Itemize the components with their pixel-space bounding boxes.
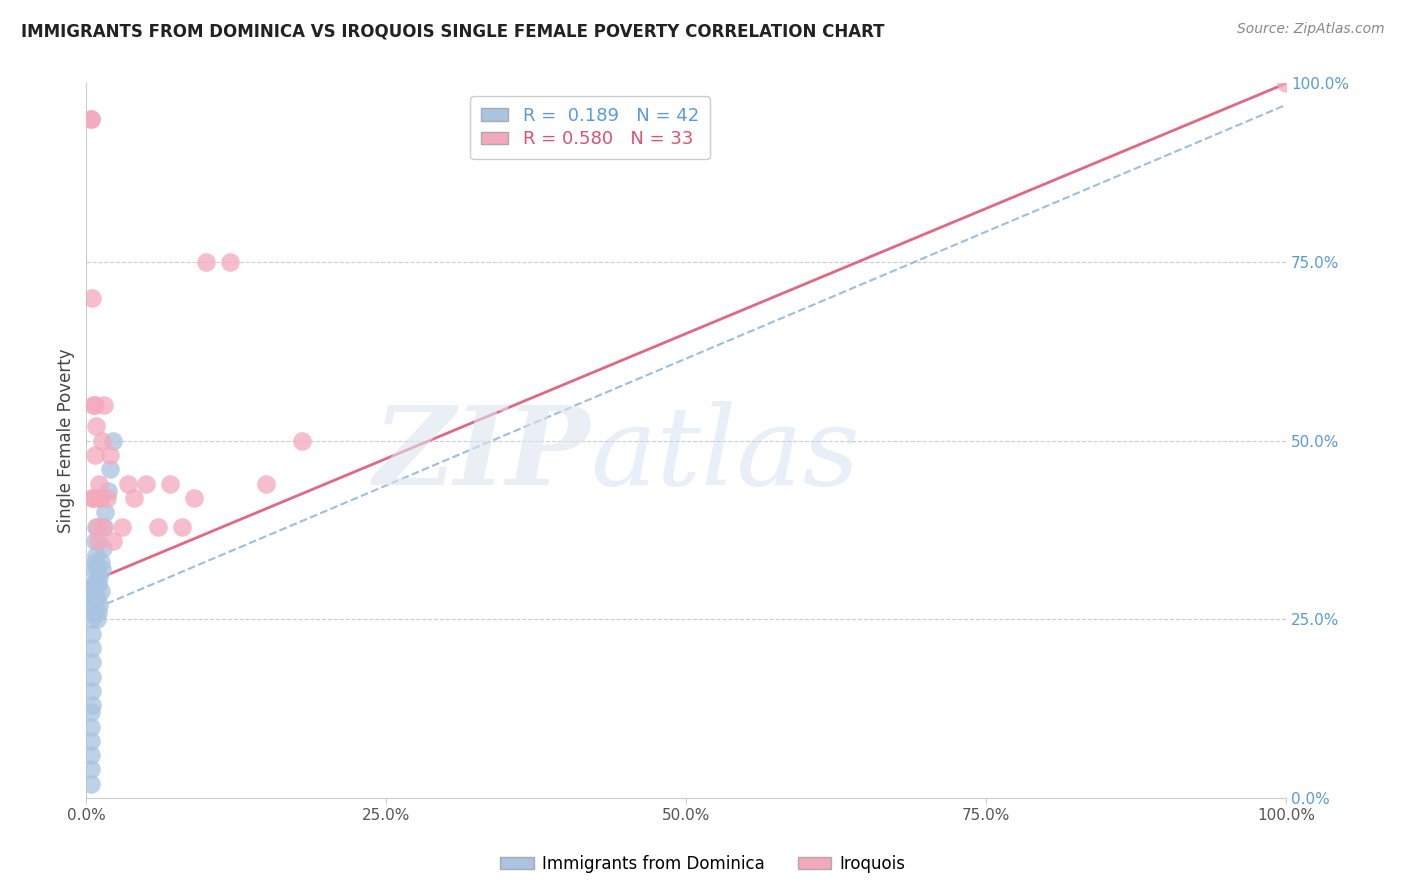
Legend: Immigrants from Dominica, Iroquois: Immigrants from Dominica, Iroquois bbox=[494, 848, 912, 880]
Point bbox=[90, 491, 112, 505]
Point bbox=[172, 519, 194, 533]
Point bbox=[86, 591, 108, 605]
Point bbox=[84, 519, 107, 533]
Point bbox=[219, 255, 242, 269]
Point bbox=[87, 605, 110, 619]
Point bbox=[111, 519, 134, 533]
Point bbox=[98, 462, 121, 476]
Point bbox=[80, 112, 103, 127]
Point bbox=[87, 576, 110, 591]
Point bbox=[80, 763, 103, 777]
Text: IMMIGRANTS FROM DOMINICA VS IROQUOIS SINGLE FEMALE POVERTY CORRELATION CHART: IMMIGRANTS FROM DOMINICA VS IROQUOIS SIN… bbox=[21, 22, 884, 40]
Point bbox=[83, 398, 105, 412]
Point bbox=[117, 476, 139, 491]
Point bbox=[90, 434, 112, 448]
Y-axis label: Single Female Poverty: Single Female Poverty bbox=[58, 349, 75, 533]
Point bbox=[83, 533, 105, 548]
Point bbox=[94, 505, 117, 519]
Legend: R =  0.189   N = 42, R = 0.580   N = 33: R = 0.189 N = 42, R = 0.580 N = 33 bbox=[471, 96, 710, 159]
Point bbox=[98, 448, 121, 462]
Point bbox=[89, 598, 111, 612]
Point bbox=[254, 476, 277, 491]
Point bbox=[159, 476, 181, 491]
Point bbox=[80, 112, 103, 127]
Point bbox=[82, 698, 104, 713]
Text: Source: ZipAtlas.com: Source: ZipAtlas.com bbox=[1237, 22, 1385, 37]
Point bbox=[84, 548, 107, 562]
Point bbox=[82, 605, 104, 619]
Point bbox=[80, 720, 103, 734]
Point bbox=[89, 476, 111, 491]
Point bbox=[148, 519, 170, 533]
Point bbox=[91, 519, 114, 533]
Point bbox=[82, 626, 104, 640]
Point bbox=[82, 684, 104, 698]
Text: atlas: atlas bbox=[591, 401, 860, 508]
Point bbox=[90, 555, 112, 569]
Point bbox=[135, 476, 157, 491]
Point bbox=[83, 591, 105, 605]
Text: ZIP: ZIP bbox=[374, 401, 591, 508]
Point bbox=[96, 491, 118, 505]
Point bbox=[80, 777, 103, 791]
Point bbox=[82, 655, 104, 669]
Point bbox=[82, 640, 104, 655]
Point bbox=[93, 519, 115, 533]
Point bbox=[86, 519, 108, 533]
Point bbox=[83, 576, 105, 591]
Point bbox=[87, 491, 110, 505]
Point bbox=[97, 483, 120, 498]
Point bbox=[89, 569, 111, 583]
Point bbox=[90, 562, 112, 576]
Point bbox=[82, 591, 104, 605]
Point bbox=[80, 748, 103, 763]
Point bbox=[82, 669, 104, 683]
Point bbox=[82, 598, 104, 612]
Point bbox=[80, 706, 103, 720]
Point bbox=[82, 398, 104, 412]
Point bbox=[90, 583, 112, 598]
Point bbox=[183, 491, 205, 505]
Point bbox=[84, 576, 107, 591]
Point bbox=[124, 491, 146, 505]
Point bbox=[87, 533, 110, 548]
Point bbox=[83, 555, 105, 569]
Point bbox=[80, 734, 103, 748]
Point bbox=[84, 419, 107, 434]
Point bbox=[91, 541, 114, 555]
Point bbox=[82, 491, 104, 505]
Point bbox=[101, 434, 124, 448]
Point bbox=[195, 255, 218, 269]
Point bbox=[1275, 77, 1298, 91]
Point bbox=[82, 562, 104, 576]
Point bbox=[101, 533, 124, 548]
Point bbox=[86, 562, 108, 576]
Point bbox=[291, 434, 314, 448]
Point bbox=[82, 291, 104, 305]
Point bbox=[93, 398, 115, 412]
Point bbox=[82, 612, 104, 626]
Point bbox=[82, 583, 104, 598]
Point bbox=[86, 612, 108, 626]
Point bbox=[82, 491, 104, 505]
Point bbox=[83, 448, 105, 462]
Point bbox=[82, 576, 104, 591]
